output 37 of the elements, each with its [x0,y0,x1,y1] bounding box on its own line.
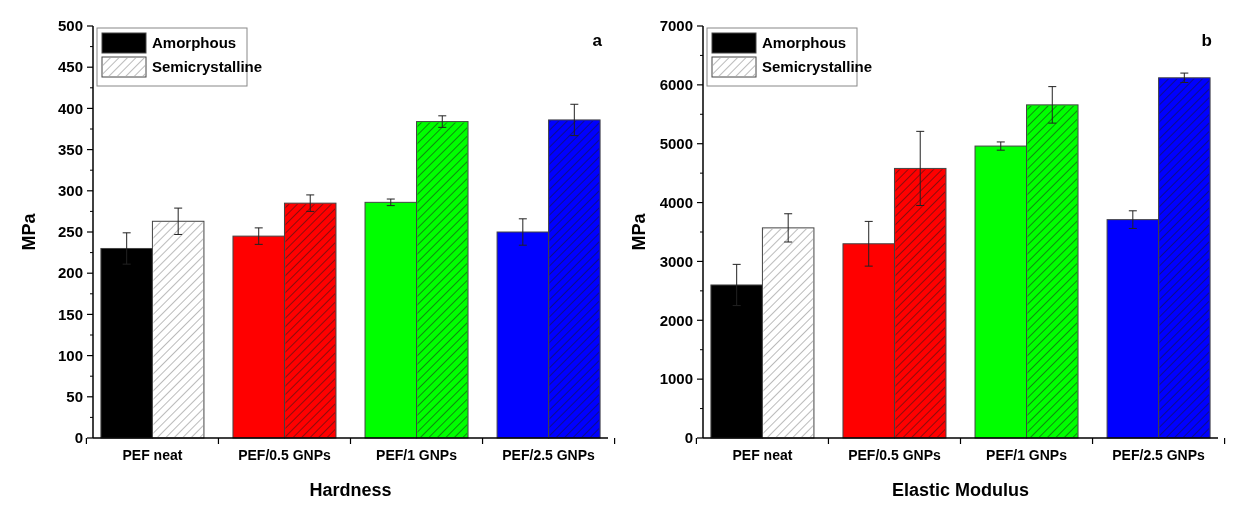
x-tick-label: PEF/0.5 GNPs [238,447,331,463]
x-tick-label: PEF/1 GNPs [986,447,1068,463]
y-tick-label: 7000 [659,17,693,35]
y-tick-label: 0 [74,429,83,447]
annotation: b [1201,31,1212,50]
x-axis-title: Elastic Modulus [891,480,1030,500]
x-tick-label: PEF/0.5 GNPs [848,447,941,463]
x-tick-label: PEF/2.5 GNPs [1112,447,1206,463]
legend-label: Amorphous [152,34,237,51]
y-tick-label: 1000 [659,370,693,388]
y-tick-label: 350 [57,140,83,158]
y-tick-label: 150 [57,305,83,323]
y-tick-label: 200 [57,264,83,282]
x-axis-title: Hardness [309,480,392,500]
y-tick-label: 100 [57,346,83,364]
x-tick-label: PEF neat [732,447,793,463]
y-tick-label: 0 [684,429,693,447]
legend-label: Semicrystalline [762,58,873,75]
annotation: a [592,31,603,50]
x-tick-label: PEF/1 GNPs [376,447,458,463]
y-tick-label: 3000 [659,252,693,270]
y-tick-label: 300 [57,182,83,200]
y-tick-label: 250 [57,223,83,241]
x-tick-label: PEF neat [122,447,183,463]
y-tick-label: 5000 [659,134,693,152]
y-axis-title: MPa [19,212,39,251]
y-axis-title: MPa [629,212,649,251]
y-tick-label: 450 [57,58,83,76]
legend-label: Amorphous [762,34,847,51]
y-tick-label: 2000 [659,311,693,329]
x-tick-label: PEF/2.5 GNPs [502,447,596,463]
y-tick-label: 400 [57,99,83,117]
y-tick-label: 6000 [659,76,693,94]
y-tick-label: 50 [66,388,83,406]
y-tick-label: 4000 [659,193,693,211]
y-tick-label: 500 [57,17,83,35]
legend-label: Semicrystalline [152,58,263,75]
